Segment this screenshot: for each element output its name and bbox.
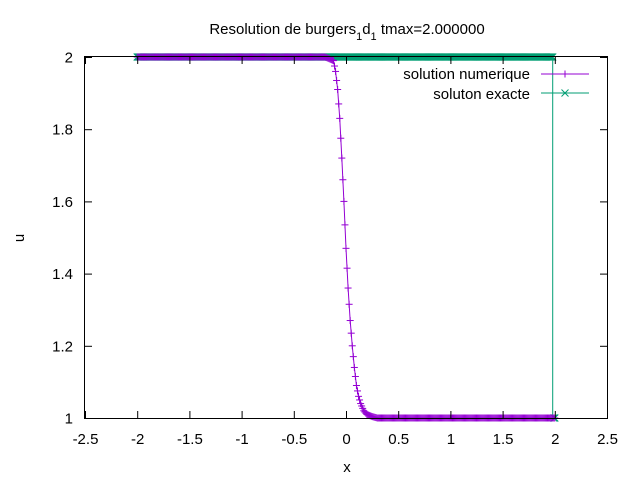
data-point [336, 114, 344, 122]
data-point [332, 67, 340, 75]
chart-title: Resolution de burgers1d1 tmax=2.000000 [209, 21, 484, 43]
x-axis-ticks: -2.5 -2 -1.5 -1 -0.5 0 0.5 1 1.5 2 2.5 [73, 57, 618, 448]
x-tick-label: -2.5 [73, 431, 99, 448]
data-point [331, 62, 339, 70]
legend-marker-glyph [561, 89, 569, 97]
x-tick-label: 0.5 [388, 431, 409, 448]
plot-frame [84, 56, 608, 419]
data-point [339, 176, 347, 184]
data-point [338, 154, 346, 162]
x-tick-label: -1.5 [177, 431, 203, 448]
chart-title-mid: d [362, 21, 370, 38]
legend-marker-numerique [561, 70, 569, 78]
y-axis-label: u [11, 234, 28, 242]
data-point [345, 300, 353, 308]
plot-series [133, 53, 559, 422]
chart-title-suffix: tmax=2.000000 [377, 21, 485, 38]
y-axis-ticks: 1 1.2 1.4 1.6 1.8 2 [52, 50, 607, 428]
legend-label-exacte: soluton exacte [433, 86, 530, 103]
data-point [351, 372, 359, 380]
x-tick-label: -0.5 [281, 431, 307, 448]
x-tick-label: 1 [447, 431, 455, 448]
x-tick-label: -2 [131, 431, 144, 448]
x-axis-label: x [343, 459, 351, 476]
data-point [348, 342, 356, 350]
data-point [340, 197, 348, 205]
y-tick-label: 1.8 [52, 122, 73, 139]
data-point [344, 284, 352, 292]
series-line [137, 56, 555, 419]
x-tick-label: 2 [551, 431, 559, 448]
legend-label-numerique: solution numerique [403, 66, 530, 83]
data-point [347, 329, 355, 337]
data-point [353, 387, 361, 395]
legend: solution numerique soluton exacte [403, 66, 589, 103]
chart-title-prefix: Resolution de burgers [209, 21, 356, 38]
legend-marker-glyph [561, 70, 569, 78]
data-point [342, 244, 350, 252]
y-tick-label: 1.2 [52, 338, 73, 355]
x-tick-label: -1 [235, 431, 248, 448]
y-tick-label: 1.6 [52, 194, 73, 211]
data-point [356, 396, 364, 404]
chart-title-sub2: 1 [371, 31, 377, 43]
data-point [341, 221, 349, 229]
data-point [349, 353, 357, 361]
chart-title-sub1: 1 [356, 31, 362, 43]
data-point [335, 100, 343, 108]
y-tick-label: 2 [65, 50, 73, 67]
data-point [355, 392, 363, 400]
data-point [334, 85, 342, 93]
legend-marker-exacte [561, 89, 569, 97]
x-tick-label: 1.5 [493, 431, 514, 448]
data-point [346, 317, 354, 325]
x-tick-label: 2.5 [597, 431, 618, 448]
y-tick-label: 1.4 [52, 266, 73, 283]
data-point [329, 57, 337, 65]
data-point [352, 382, 360, 390]
y-tick-label: 1 [65, 411, 73, 428]
data-point [337, 134, 345, 142]
x-tick-label: 0 [342, 431, 350, 448]
data-point [350, 363, 358, 371]
data-point [333, 76, 341, 84]
data-point [343, 264, 351, 272]
series-numerique [133, 53, 559, 422]
